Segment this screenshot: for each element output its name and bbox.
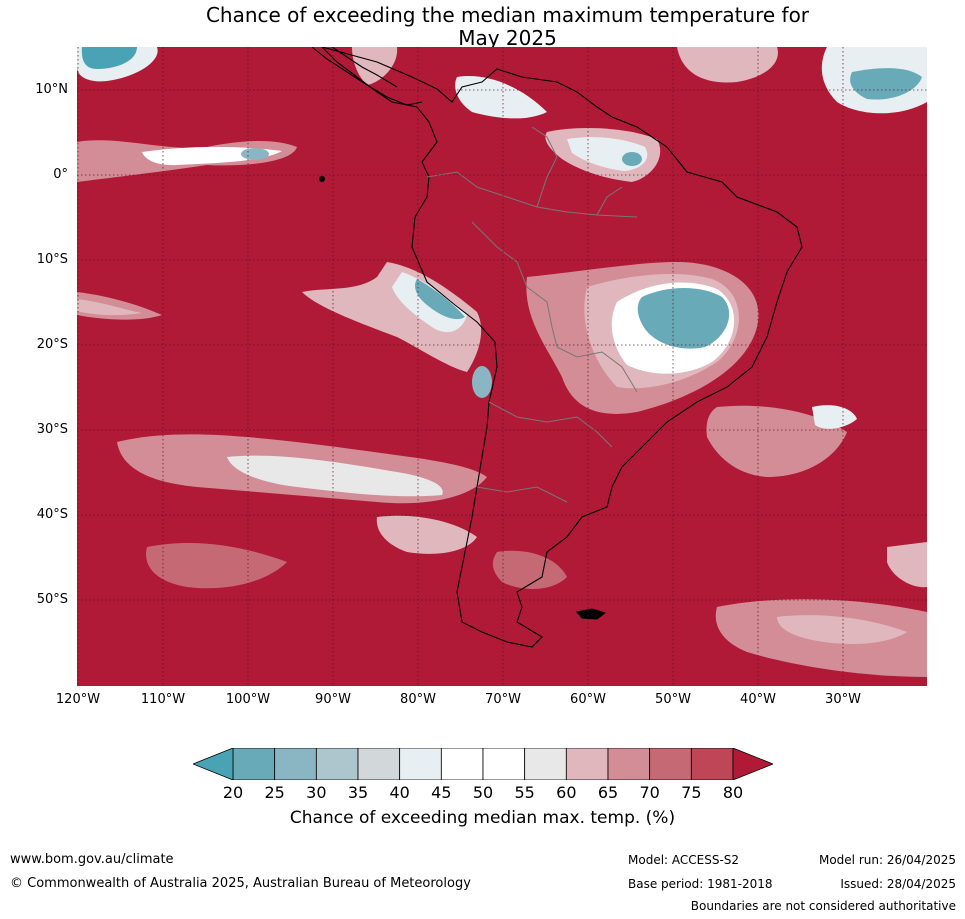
colorbar-bin — [565, 748, 609, 780]
colorbar-tick-label: 50 — [472, 783, 494, 802]
footer-model-run: Model run: 26/04/2025 — [818, 853, 956, 867]
colorbar-below-arrow — [193, 748, 234, 780]
colorbar-label: Chance of exceeding median max. temp. (%… — [289, 808, 676, 828]
colorbar-tick-label: 65 — [597, 783, 619, 802]
colorbar-tick-label: 20 — [222, 783, 244, 802]
coastline-galapagos — [319, 176, 325, 182]
lon-label-110w: 110°W — [140, 692, 186, 707]
lon-label-120w: 120°W — [55, 692, 101, 707]
patch-s-pacific-1-core — [227, 455, 443, 497]
colorbar-bin — [482, 748, 526, 780]
footer-issued: Issued: 28/04/2025 — [840, 877, 956, 891]
colorbar — [193, 748, 773, 780]
patch-s-argentina — [492, 550, 567, 589]
colorbar-tick-label: 60 — [556, 783, 577, 802]
colorbar-bin — [274, 748, 317, 780]
map-title: Chance of exceeding the median maximum t… — [0, 4, 965, 50]
patch-brazil-blue — [637, 288, 730, 349]
colorbar-bin — [607, 748, 651, 780]
colorbar-tick-label: 35 — [347, 783, 369, 802]
colorbar-bin — [315, 748, 359, 780]
patch-s-pacific-2 — [146, 542, 287, 589]
patch-chile-blue — [472, 366, 492, 398]
patch-15s-band-core — [77, 299, 142, 316]
footer-copyright: © Commonwealth of Australia 2025, Austra… — [10, 876, 471, 891]
lon-label-100w: 100°W — [225, 692, 271, 707]
colorbar-tick-label: 80 — [722, 783, 744, 802]
map-title-line1: Chance of exceeding the median maximum t… — [205, 3, 810, 27]
patch-s-pacific-3 — [376, 515, 477, 554]
map-title-line2: May 2025 — [458, 26, 557, 50]
colorbar-above-arrow — [732, 748, 773, 780]
lat-label-40s: 40°S — [36, 507, 68, 522]
footer-base-period: Base period: 1981-2018 — [628, 877, 773, 891]
patch-s-atlantic-1 — [706, 405, 847, 477]
footer-disclaimer: Boundaries are not considered authoritat… — [690, 899, 956, 913]
lon-label-40w: 40°W — [740, 692, 776, 707]
lat-label-10s: 10°S — [36, 252, 68, 267]
footer-website[interactable]: www.bom.gov.au/climate — [10, 852, 174, 867]
patch-ne-atlantic — [677, 47, 778, 83]
map-gridlines — [77, 47, 927, 686]
footer-model: Model: ACCESS-S2 — [628, 853, 740, 867]
lat-label-10n: 10°N — [35, 82, 68, 97]
colorbar-tick-label: 40 — [389, 783, 410, 802]
patch-central-america — [352, 47, 398, 85]
lon-label-70w: 70°W — [485, 692, 521, 707]
colorbar-bin — [524, 748, 567, 780]
lat-label-50s: 50°S — [36, 592, 68, 607]
lat-label-30s: 30°S — [36, 422, 68, 437]
patch-venezuela — [455, 76, 547, 119]
lon-label-30w: 30°W — [825, 692, 861, 707]
colorbar-bin — [440, 748, 484, 780]
lon-label-90w: 90°W — [315, 692, 351, 707]
colorbar-tick-label: 55 — [514, 783, 535, 802]
coastline-falklands — [576, 608, 607, 620]
colorbar-bin — [357, 748, 401, 780]
lon-label-60w: 60°W — [570, 692, 606, 707]
lon-label-80w: 80°W — [400, 692, 436, 707]
colorbar-tick-label: 45 — [431, 783, 452, 802]
lat-label-0: 0° — [53, 167, 68, 182]
lat-label-20s: 20°S — [36, 337, 68, 352]
outlook-map — [77, 47, 927, 686]
patch-ne-atlantic-blue — [850, 68, 922, 100]
coastline-central-america — [311, 47, 423, 106]
lon-label-50w: 50°W — [655, 692, 691, 707]
colorbar-bin — [399, 748, 442, 780]
colorbar-bin — [232, 748, 276, 780]
patch-s-atlantic-3 — [887, 542, 927, 588]
colorbar-tick-label: 25 — [264, 783, 285, 802]
patch-s-atlantic-1-core — [812, 405, 857, 429]
colorbar-tick-label: 75 — [681, 783, 702, 802]
colorbar-bin — [649, 748, 692, 780]
colorbar-tick-label: 30 — [306, 783, 327, 802]
colorbar-bin — [690, 748, 734, 780]
map-background — [77, 47, 927, 686]
patch-equatorial-blue — [241, 148, 269, 160]
colorbar-tick-label: 70 — [639, 783, 660, 802]
coastline-south-america — [321, 47, 803, 648]
patch-guianas-blue — [622, 152, 642, 166]
patch-nw-pacific-core — [81, 47, 137, 69]
patch-peru-coast-blue — [415, 279, 465, 320]
country-borders — [426, 126, 638, 503]
patch-s-atlantic-2-core — [777, 615, 907, 644]
